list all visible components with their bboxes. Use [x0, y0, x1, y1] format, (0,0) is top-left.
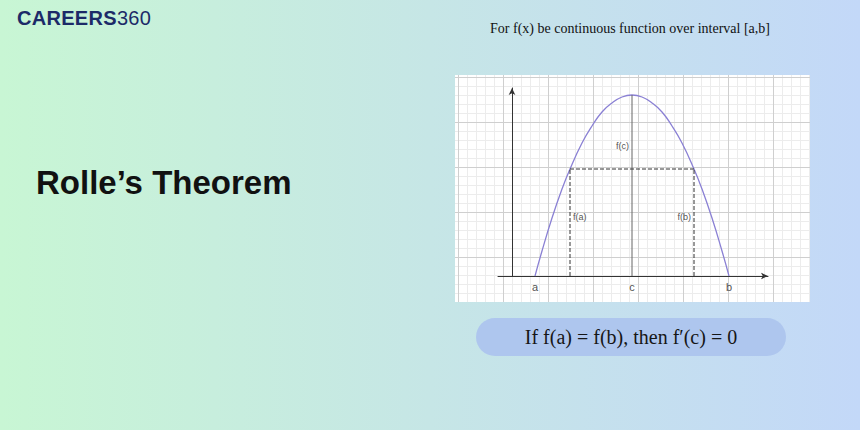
svg-text:f(a): f(a): [573, 212, 587, 222]
html-text:If f(a) = f(b), then f′(c) = 0: If f(a) = f(b), then f′(c) = 0: [524, 326, 738, 348]
svg-text:f(c): f(c): [616, 141, 629, 151]
html-text:Rolle’s Theorem: Rolle’s Theorem: [36, 164, 292, 201]
svg-text:b: b: [726, 281, 732, 293]
html-text:CAREERS 360: CAREERS 360: [17, 7, 152, 29]
html-text:For f(x) be continuous functio: For f(x) be continuous function over int…: [490, 21, 770, 36]
svg-text:c: c: [629, 281, 635, 293]
svg-text:f(b): f(b): [678, 212, 692, 222]
svg-text:a: a: [532, 281, 539, 293]
